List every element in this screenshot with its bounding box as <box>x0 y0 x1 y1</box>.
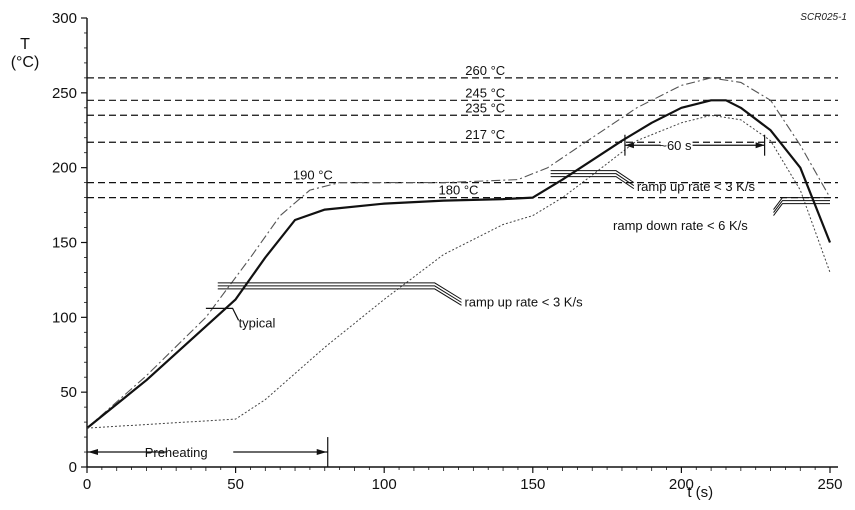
y-axis-label: T (°C) <box>8 36 42 72</box>
x-tick-label: 250 <box>817 476 842 493</box>
y-tick-label: 300 <box>52 10 77 27</box>
typical-leader <box>205 307 240 321</box>
x-tick-label: 0 <box>83 476 91 493</box>
series-line-curve-1 <box>86 77 831 429</box>
ramp-up-leader <box>217 288 462 306</box>
preheating-arrow-left <box>88 449 98 456</box>
annotation-typical: typical <box>239 315 276 330</box>
x-tick-label: 100 <box>372 476 397 493</box>
y-tick-label: 200 <box>52 160 77 177</box>
x-tick-label: 50 <box>227 476 244 493</box>
annotation-preheating: Preheating <box>145 445 208 460</box>
ramp-up-leader-2 <box>550 170 635 184</box>
y-tick-label: 100 <box>52 309 77 326</box>
duration-label-bg <box>660 137 693 154</box>
preheating-label-bg <box>167 443 234 460</box>
reference-line-label: 235 °C <box>465 100 505 115</box>
reference-line-label: 180 °C <box>439 183 479 198</box>
ramp-up-leader-2 <box>550 173 635 187</box>
x-axis-label: t (s) <box>687 484 713 501</box>
annotation-ramp-down: ramp down rate < 6 K/s <box>613 218 748 233</box>
duration-arrow-left <box>624 142 634 149</box>
ramp-down-leader <box>773 200 830 213</box>
annotation-ramp-up-2: ramp up rate < 3 K/s <box>637 179 756 194</box>
reference-line-label: 190 °C <box>293 168 333 183</box>
x-tick-label: 150 <box>520 476 545 493</box>
y-axis-unit: (°C) <box>10 54 40 71</box>
ramp-up-leader-2 <box>550 176 635 190</box>
ramp-down-leader <box>773 197 830 210</box>
ramp-up-leader <box>217 282 462 300</box>
reference-line-label: 245 °C <box>465 85 505 100</box>
series-line-typical <box>86 99 832 429</box>
duration-arrow-right <box>755 142 765 149</box>
y-axis-symbol: T <box>20 36 30 53</box>
annotation-ramp-up-1: ramp up rate < 3 K/s <box>464 294 583 309</box>
series-line-curve-3 <box>86 114 831 429</box>
annotation-duration: ~60 s <box>659 138 692 153</box>
reference-line-label: 217 °C <box>465 127 505 142</box>
ramp-up-leader <box>217 285 462 303</box>
figure-code: SCR025-1 <box>800 12 847 23</box>
y-tick-label: 0 <box>69 459 77 476</box>
x-tick-label: 200 <box>669 476 694 493</box>
y-tick-label: 150 <box>52 235 77 252</box>
ramp-down-leader <box>773 203 830 216</box>
reference-line-label: 260 °C <box>465 63 505 78</box>
y-tick-label: 50 <box>60 384 77 401</box>
y-tick-label: 250 <box>52 85 77 102</box>
preheating-arrow-right <box>316 449 327 456</box>
